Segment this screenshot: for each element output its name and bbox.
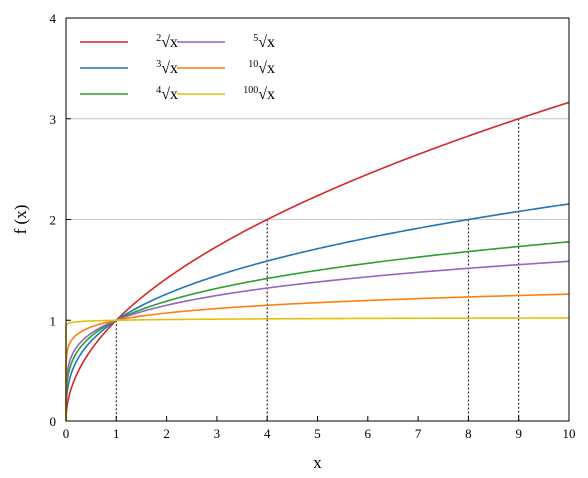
x-tick-label-2: 2 [163, 426, 170, 441]
legend-label: 2√x [156, 33, 178, 51]
legend-item-root-2: 2√x [80, 33, 178, 51]
x-tick-label-7: 7 [415, 426, 422, 441]
y-axis-title: f (x) [11, 205, 30, 235]
y-tick-label-2: 2 [50, 213, 57, 228]
x-tick-label-10: 10 [563, 426, 576, 441]
legend-variable: x [170, 34, 178, 51]
legend-item-root-10: 10√x [177, 59, 275, 77]
legend-label: 3√x [156, 59, 178, 77]
x-tick-label-1: 1 [113, 426, 120, 441]
series-line-root-4 [65, 241, 570, 421]
grid-layer [66, 118, 569, 220]
series-lines [65, 101, 570, 421]
legend-item-root-4: 4√x [80, 85, 178, 103]
legend-root-index: 100 [243, 85, 258, 96]
x-axis-ticks: 0 1 2 3 4 5 6 7 8 9 10 [63, 416, 576, 441]
legend-radical-sign: √ [161, 34, 170, 51]
x-tick-label-6: 6 [365, 426, 372, 441]
x-tick-label-4: 4 [264, 426, 271, 441]
reference-lines [115, 118, 520, 421]
legend-radical-sign: √ [161, 60, 170, 77]
legend-variable: x [170, 60, 178, 77]
legend-item-root-5: 5√x [177, 33, 275, 51]
series-line-root-2 [65, 101, 570, 421]
x-tick-label-5: 5 [314, 426, 321, 441]
legend-root-index: 4 [156, 85, 161, 96]
x-axis-title: x [313, 453, 322, 472]
legend-label: 5√x [253, 33, 275, 51]
legend-variable: x [170, 86, 178, 103]
legend-label: 4√x [156, 85, 178, 103]
x-tick-label-3: 3 [214, 426, 221, 441]
legend-variable: x [267, 34, 275, 51]
legend-root-index: 10 [248, 59, 258, 70]
series-line-root-3 [65, 203, 570, 421]
legend-root-index: 5 [253, 33, 258, 44]
legend-item-root-3: 3√x [80, 59, 178, 77]
y-tick-label-1: 1 [50, 313, 57, 328]
legend-radical-sign: √ [258, 60, 267, 77]
y-axis-ticks: 0 1 2 3 4 [50, 11, 71, 429]
legend-item-root-100: 100√x [177, 85, 275, 103]
legend-root-index: 3 [156, 59, 161, 70]
series-line-root-10 [65, 293, 570, 421]
legend-radical-sign: √ [258, 34, 267, 51]
x-tick-label-0: 0 [63, 426, 70, 441]
series-line-root-100 [65, 317, 570, 421]
x-tick-label-8: 8 [465, 426, 472, 441]
y-tick-label-0: 0 [50, 414, 57, 429]
legend-label: 10√x [248, 59, 275, 77]
legend-root-index: 2 [156, 33, 161, 44]
legend-variable: x [267, 86, 275, 103]
y-tick-label-3: 3 [50, 112, 57, 127]
y-tick-label-4: 4 [50, 11, 57, 26]
legend-radical-sign: √ [161, 86, 170, 103]
x-tick-label-9: 9 [515, 426, 522, 441]
legend-radical-sign: √ [258, 86, 267, 103]
legend-label: 100√x [243, 85, 275, 103]
series-line-root-5 [65, 260, 570, 421]
legend-variable: x [267, 60, 275, 77]
